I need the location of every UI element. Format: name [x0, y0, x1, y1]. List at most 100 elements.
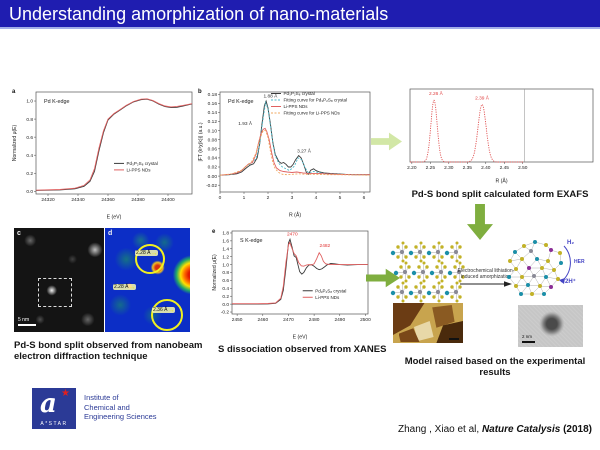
- svg-text:1.0: 1.0: [26, 99, 33, 105]
- svg-text:E (eV): E (eV): [293, 335, 308, 341]
- svg-text:1: 1: [243, 195, 246, 201]
- arrow-right-icon: →: [167, 307, 175, 314]
- s-kedge-xanes-chart: 2450 2460 2470 2480 2490 2500 1.8 1.61.4 1.2 1.0 0…: [210, 226, 374, 340]
- d-annotation: 2.28 Å→: [113, 284, 137, 291]
- svg-text:3: 3: [291, 195, 294, 201]
- selection-box: [38, 278, 72, 307]
- panel-label-d: d: [108, 230, 113, 237]
- svg-text:0.2: 0.2: [26, 171, 33, 177]
- svg-text:0.12: 0.12: [208, 119, 218, 125]
- svg-text:Pd₃P₂S₈ crystal: Pd₃P₂S₈ crystal: [127, 161, 158, 166]
- svg-text:2482: 2482: [320, 243, 331, 249]
- svg-text:2460: 2460: [257, 317, 268, 323]
- astar-logo: a ★ A*STAR: [32, 388, 76, 429]
- svg-text:1.4: 1.4: [222, 246, 229, 252]
- svg-text:2.40: 2.40: [481, 165, 491, 171]
- svg-text:Pd₃P₂S₈ crystal: Pd₃P₂S₈ crystal: [315, 288, 346, 293]
- astar-a-glyph: a: [40, 389, 57, 419]
- pds-bond-split-chart: 2.20 2.25 2.30 2.35 2.40 2.45 2.50 R (Å) 2.26 Å 2…: [406, 84, 596, 184]
- title-bar: Understanding amorphization of nano-mate…: [0, 0, 600, 29]
- svg-text:R (Å): R (Å): [495, 178, 507, 185]
- svg-text:0.10: 0.10: [208, 128, 218, 134]
- svg-text:Pd K-edge: Pd K-edge: [44, 99, 69, 105]
- svg-text:2490: 2490: [334, 317, 345, 323]
- svg-text:0.14: 0.14: [208, 110, 218, 116]
- svg-text:0.04: 0.04: [208, 156, 218, 162]
- hrtem-image: 2 nm: [518, 305, 583, 347]
- svg-text:S K-edge: S K-edge: [240, 238, 262, 244]
- citation: Zhang , Xiao et al, Nature Catalysis (20…: [397, 424, 592, 435]
- exafs-ft-chart: 0 1 2 3 4 5 6 0.18 0.16 0.14 0.12 0.10 0.08 0.06 0.04 0…: [196, 86, 376, 218]
- svg-text:0.6: 0.6: [26, 135, 33, 141]
- svg-text:6: 6: [363, 195, 366, 201]
- svg-text:2480: 2480: [309, 317, 320, 323]
- reaction-arrow-icon: [460, 281, 512, 287]
- pd-kedge-xanes-chart: 24320 24340 24360 24380 24400 0.0 0.2 0.4 0.6 0.8…: [10, 86, 196, 220]
- svg-text:2: 2: [267, 195, 270, 201]
- svg-text:0.8: 0.8: [26, 117, 33, 123]
- highlight-circle: [151, 299, 183, 331]
- institute-name: Institute of Chemical and Engineering Sc…: [84, 393, 157, 421]
- caption-nanobeam: Pd-S bond split observed from nanobeam e…: [14, 340, 203, 362]
- slide-title: Understanding amorphization of nano-mate…: [9, 4, 389, 24]
- svg-text:e: e: [212, 229, 216, 235]
- svg-text:0.08: 0.08: [208, 137, 218, 143]
- caption-exafs: Pd-S bond split calculated form EXAFS: [411, 189, 589, 200]
- svg-text:0.06: 0.06: [208, 147, 218, 153]
- caption-xanes: S dissociation observed from XANES: [218, 344, 387, 355]
- proton-label: 2H⁺: [565, 279, 576, 285]
- svg-text:|FT (k³χ(k))| (a.u.): |FT (k³χ(k))| (a.u.): [198, 122, 204, 161]
- svg-text:Fitting curve for Li-PPS NDs: Fitting curve for Li-PPS NDs: [284, 111, 341, 116]
- svg-text:2.39 Å: 2.39 Å: [475, 95, 490, 102]
- svg-text:0.8: 0.8: [222, 270, 229, 276]
- svg-text:0.02: 0.02: [208, 165, 218, 171]
- svg-text:Pd₃P₂S₈ crystal: Pd₃P₂S₈ crystal: [284, 91, 315, 96]
- svg-text:2.20: 2.20: [407, 165, 417, 171]
- svg-text:2470: 2470: [283, 317, 294, 323]
- svg-text:2470: 2470: [287, 232, 298, 238]
- svg-text:0.4: 0.4: [26, 153, 33, 159]
- svg-text:2500: 2500: [360, 317, 371, 323]
- svg-text:2.25: 2.25: [426, 165, 436, 171]
- svg-text:2.35: 2.35: [463, 165, 473, 171]
- svg-text:2.45: 2.45: [500, 165, 510, 171]
- scale-bar-label: 5 nm: [18, 317, 30, 323]
- svg-text:Fitting curve for Pd₃P₂S₈ crys: Fitting curve for Pd₃P₂S₈ crystal: [284, 98, 347, 103]
- svg-text:Normalized μ(E): Normalized μ(E): [12, 125, 18, 162]
- svg-text:b: b: [198, 89, 202, 95]
- arrow-down-icon: [467, 204, 493, 240]
- optical-microscopy-image: [393, 303, 463, 343]
- svg-text:Normalized μ(E): Normalized μ(E): [212, 254, 218, 291]
- svg-text:0.0: 0.0: [222, 302, 229, 308]
- svg-text:24400: 24400: [161, 197, 175, 203]
- nanobeam-tem-image: c 5 nm: [14, 228, 104, 332]
- svg-text:3.27 Å: 3.27 Å: [297, 147, 312, 154]
- h2-label: H₂: [567, 240, 574, 246]
- svg-text:2.50: 2.50: [518, 165, 528, 171]
- crystal-structure-model: [390, 241, 465, 303]
- arrow-right-icon: →: [128, 284, 136, 291]
- highlight-circle: [135, 244, 165, 274]
- diffraction-map-image: d 2.28 Å→ 2.28 Å→ 2.36 Å→: [105, 228, 190, 332]
- her-cycle-arrow-icon: [559, 245, 571, 284]
- svg-text:2.30: 2.30: [444, 165, 454, 171]
- svg-text:-0.02: -0.02: [206, 183, 217, 189]
- svg-text:Li-PPS NDs: Li-PPS NDs: [127, 168, 152, 173]
- svg-text:2450: 2450: [232, 317, 243, 323]
- svg-text:5: 5: [339, 195, 342, 201]
- svg-text:0: 0: [219, 195, 222, 201]
- svg-text:1.6: 1.6: [222, 239, 229, 245]
- scale-bar-label: 2 nm: [522, 334, 533, 339]
- svg-text:0.16: 0.16: [208, 101, 218, 107]
- svg-text:0.6: 0.6: [222, 278, 229, 284]
- svg-text:Li-PPS NDs: Li-PPS NDs: [284, 104, 309, 109]
- svg-text:E (eV): E (eV): [107, 215, 122, 221]
- her-label: HER: [574, 259, 585, 265]
- svg-text:24380: 24380: [131, 197, 145, 203]
- scale-bar: 5 nm: [18, 317, 36, 326]
- svg-text:1.8: 1.8: [222, 231, 229, 237]
- svg-text:24340: 24340: [71, 197, 85, 203]
- amorphous-structure-model: [507, 240, 563, 296]
- svg-text:0.2: 0.2: [222, 294, 229, 300]
